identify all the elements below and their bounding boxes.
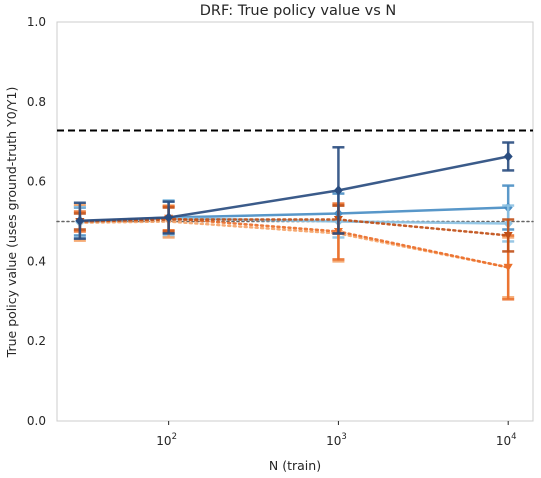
data-point	[333, 185, 343, 196]
y-axis-ticks: 0.0 0.2 0.4 0.6 0.8 1.0	[27, 15, 46, 428]
x-tick-label: 103	[326, 432, 347, 448]
series-line	[78, 218, 510, 237]
series-6	[73, 141, 515, 240]
data-point	[164, 212, 174, 223]
reference-lines	[56, 129, 534, 223]
y-axis-label: True policy value (uses ground-truth Y0/…	[4, 87, 19, 359]
x-axis-ticks: 102 103 104	[156, 421, 517, 448]
y-tick-label: 1.0	[27, 15, 46, 29]
y-tick-label: 0.8	[27, 95, 46, 109]
y-tick-label: 0.6	[27, 175, 46, 189]
data-point	[503, 231, 513, 240]
y-tick-label: 0.2	[27, 334, 46, 348]
data-point	[503, 151, 513, 162]
y-tick-label: 0.0	[27, 414, 46, 428]
data-point	[75, 215, 85, 226]
chart-title: DRF: True policy value vs N	[200, 3, 396, 19]
x-tick-label: 104	[496, 432, 517, 448]
x-tick-label: 102	[156, 432, 177, 448]
data-point	[503, 263, 513, 272]
y-tick-label: 0.4	[27, 254, 46, 268]
series-layer	[73, 141, 515, 301]
x-axis-label: N (train)	[269, 458, 321, 473]
series-line	[79, 155, 509, 222]
series-line	[78, 217, 510, 269]
